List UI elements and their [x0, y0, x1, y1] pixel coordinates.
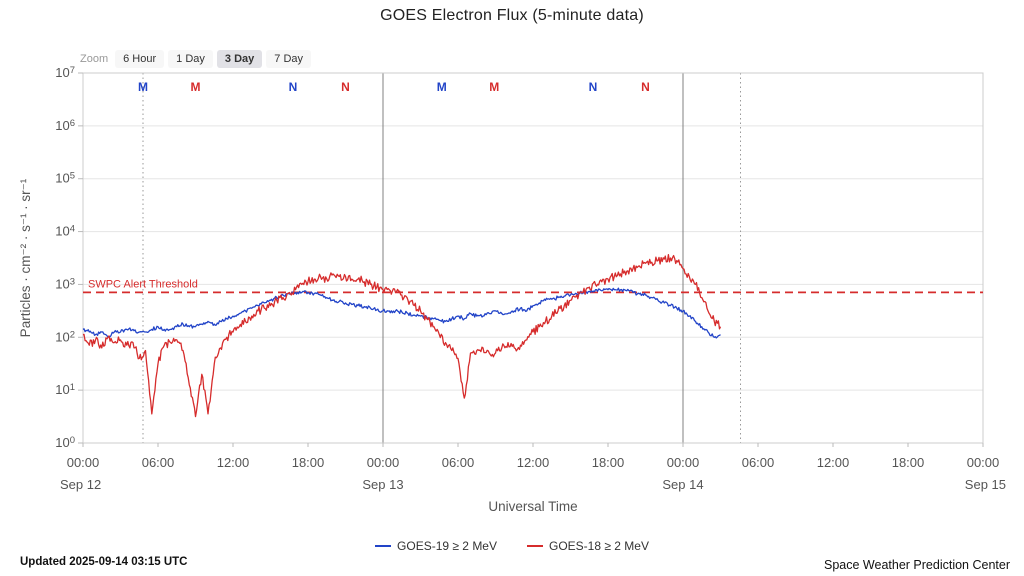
x-axis-title: Universal Time	[488, 499, 577, 514]
satellite-marker-goes-18-m: M	[191, 80, 201, 94]
legend-swatch-goes19	[375, 545, 392, 547]
y-tick-label: 104	[55, 224, 75, 239]
zoom-button-6-hour[interactable]: 6 Hour	[115, 50, 165, 68]
x-date-label: Sep 13	[362, 477, 403, 492]
satellite-marker-goes-18-n: N	[341, 80, 350, 94]
x-date-label: Sep 14	[662, 477, 703, 492]
x-date-label: Sep 12	[60, 477, 101, 492]
x-tick-label: 12:00	[817, 455, 850, 470]
satellite-marker-goes-19-m: M	[437, 80, 447, 94]
y-tick-label: 105	[55, 171, 75, 186]
satellite-marker-goes-18-m: M	[489, 80, 499, 94]
satellite-marker-goes-18-n: N	[641, 80, 650, 94]
x-tick-label: 06:00	[742, 455, 775, 470]
x-tick-label: 00:00	[367, 455, 400, 470]
x-tick-label: 00:00	[967, 455, 1000, 470]
x-tick-label: 18:00	[892, 455, 925, 470]
chart-title: GOES Electron Flux (5-minute data)	[380, 7, 644, 24]
zoom-button-7-day[interactable]: 7 Day	[266, 50, 312, 68]
x-tick-label: 06:00	[142, 455, 175, 470]
y-tick-label: 101	[55, 382, 75, 397]
zoom-button-1-day[interactable]: 1 Day	[168, 50, 213, 68]
satellite-marker-goes-19-n: N	[589, 80, 598, 94]
zoom-button-3-day[interactable]: 3 Day	[216, 50, 263, 68]
satellite-marker-goes-19-m: M	[138, 80, 148, 94]
y-tick-label: 103	[55, 276, 75, 291]
satellite-marker-goes-19-n: N	[289, 80, 298, 94]
zoom-label: Zoom	[80, 53, 109, 65]
alert-threshold-label: SWPC Alert Threshold	[88, 278, 198, 290]
x-tick-label: 12:00	[517, 455, 550, 470]
legend-label-goes18: GOES-18 ≥ 2 MeV	[549, 539, 649, 553]
x-tick-label: 18:00	[292, 455, 325, 470]
y-tick-label: 100	[55, 435, 75, 450]
x-tick-label: 12:00	[217, 455, 250, 470]
y-tick-label: 107	[55, 65, 75, 80]
x-tick-label: 06:00	[442, 455, 475, 470]
plot-border	[82, 72, 984, 444]
x-date-label: Sep 15	[965, 477, 1006, 492]
credit-text: Space Weather Prediction Center	[824, 558, 1010, 572]
legend-item-goes18[interactable]: GOES-18 ≥ 2 MeV	[527, 539, 649, 553]
x-tick-label: 00:00	[67, 455, 100, 470]
y-axis-title: Particles · cm⁻² · s⁻¹ · sr⁻¹	[18, 178, 33, 337]
x-tick-label: 18:00	[592, 455, 625, 470]
y-tick-label: 102	[55, 329, 75, 344]
x-tick-label: 00:00	[667, 455, 700, 470]
legend-swatch-goes18	[527, 545, 543, 547]
series-line-goes19	[82, 287, 721, 339]
legend-item-goes19[interactable]: GOES-19 ≥ 2 MeV	[375, 539, 497, 553]
zoom-controls: Zoom 6 Hour 1 Day 3 Day 7 Day	[80, 50, 312, 68]
updated-timestamp: Updated 2025-09-14 03:15 UTC	[20, 556, 188, 568]
series-line-goes18	[82, 253, 722, 418]
y-tick-label: 106	[55, 118, 75, 133]
chart-legend: GOES-19 ≥ 2 MeV GOES-18 ≥ 2 MeV	[0, 539, 1024, 553]
legend-label-goes19: GOES-19 ≥ 2 MeV	[397, 539, 497, 553]
